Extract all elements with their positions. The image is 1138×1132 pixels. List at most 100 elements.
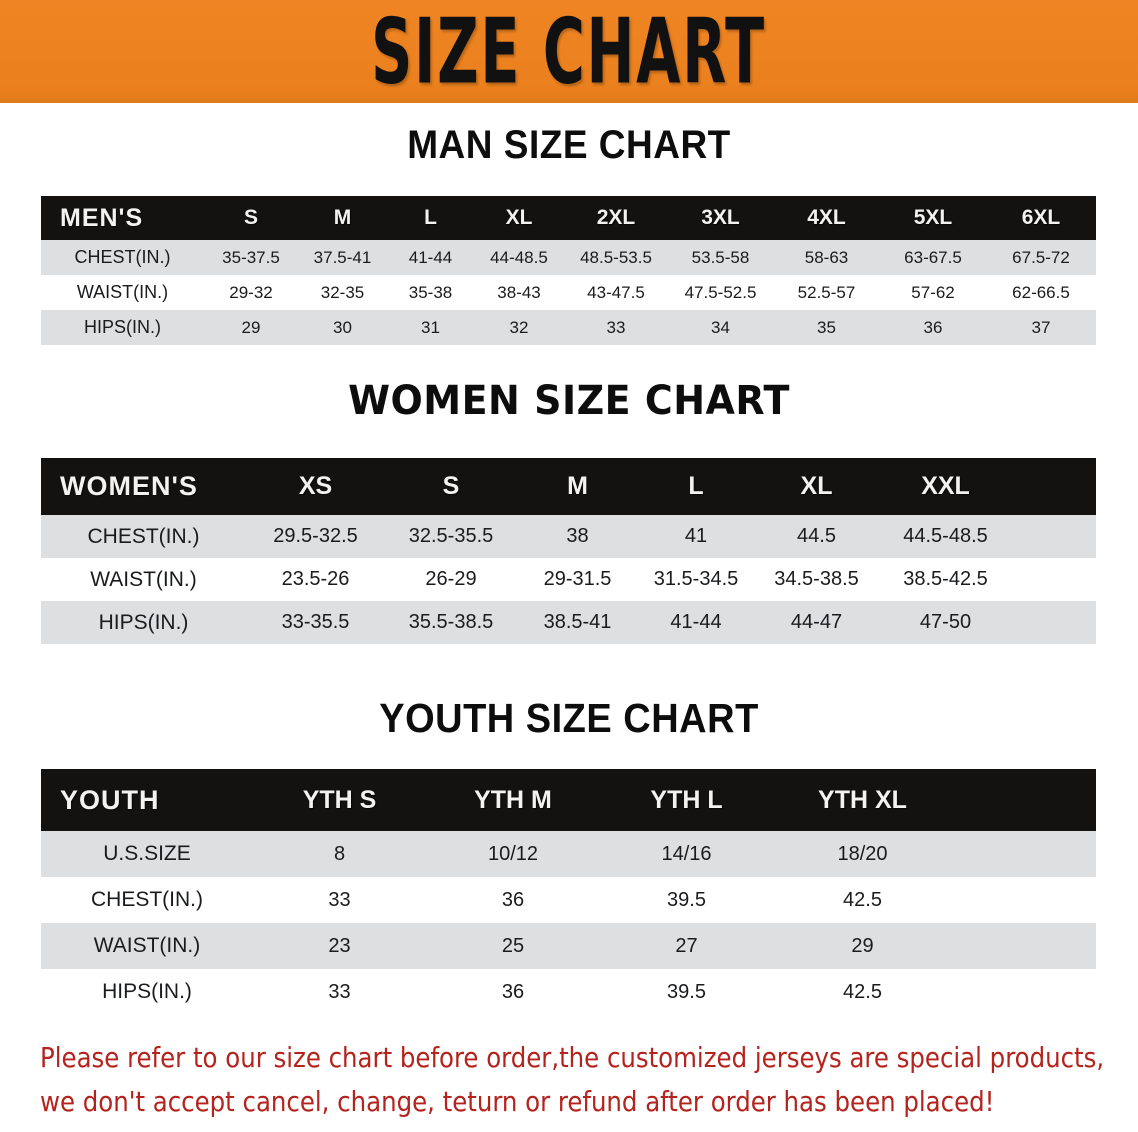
men-cell: 44-48.5: [490, 247, 548, 267]
women-column-header-spacer: [1012, 458, 1096, 515]
men-column-header: 2XL: [596, 206, 636, 229]
men-cell: 31: [421, 317, 440, 337]
men-column-header: 4XL: [807, 206, 846, 229]
table-row: WAIST(IN.) 23.5-26 26-29 29-31.5 31.5-34.5 34…: [41, 558, 1096, 601]
men-size-table: MEN'S S M L XL 2XL 3XL 4XL 5XL 6XL CHEST(IN.) 35-3…: [41, 196, 1096, 345]
men-row-label: HIPS(IN.): [83, 317, 161, 337]
women-size-table: WOMEN'S XS S M L XL XXL CHEST(IN.) 29.5-32.5 32.…: [41, 458, 1096, 644]
youth-cell: 42.5: [843, 888, 882, 911]
men-cell: 52.5-57: [797, 282, 856, 302]
women-cell: 41-44: [670, 611, 722, 633]
women-row-label: HIPS(IN.): [98, 610, 189, 634]
youth-row-label: CHEST(IN.): [91, 888, 203, 911]
men-cell: 35-38: [408, 282, 453, 302]
men-column-header: 3XL: [701, 206, 740, 229]
men-cell: 32-35: [320, 282, 365, 302]
youth-cell-spacer: [952, 831, 1096, 877]
disclaimer-line-2: we don't accept cancel, change, teturn o…: [40, 1085, 995, 1118]
men-cell: 62-66.5: [1012, 282, 1070, 302]
women-cell: 41: [684, 525, 708, 547]
men-corner-label: MEN'S: [60, 203, 144, 232]
youth-cell: 29: [851, 934, 874, 957]
women-row-label: WAIST(IN.): [90, 567, 197, 591]
women-cell: 33-35.5: [281, 611, 350, 633]
women-column-header: S: [442, 472, 460, 500]
youth-column-header: YTH S: [302, 785, 377, 814]
men-cell: 43-47.5: [587, 282, 645, 302]
men-cell: 35-37.5: [222, 247, 280, 267]
table-row: WAIST(IN.) 29-32 32-35 35-38 38-43 43-47.5 47.…: [41, 275, 1096, 310]
men-cell: 32: [509, 317, 529, 337]
men-cell: 38-43: [497, 282, 541, 302]
men-cell: 37.5-41: [313, 247, 372, 267]
women-table-body: CHEST(IN.) 29.5-32.5 32.5-35.5 38 41 44.5 44.5…: [41, 515, 1096, 644]
youth-table-body: U.S.SIZE 8 10/12 14/16 18/20 CHEST(IN.) 33 36 39…: [41, 831, 1096, 1015]
women-cell: 31.5-34.5: [653, 568, 739, 590]
women-cell-spacer: [1012, 558, 1096, 601]
women-cell: 23.5-26: [281, 568, 350, 590]
youth-column-header: YTH M: [474, 785, 552, 814]
table-row: HIPS(IN.) 29 30 31 32 33 34 35 36 37: [41, 310, 1096, 345]
youth-row-label: U.S.SIZE: [103, 842, 191, 865]
youth-cell: 39.5: [667, 888, 706, 911]
banner-title: SIZE CHART: [371, 0, 767, 104]
women-column-header: XXL: [921, 472, 970, 500]
table-row: CHEST(IN.) 33 36 39.5 42.5: [41, 877, 1096, 923]
youth-cell: 8: [333, 842, 346, 865]
women-cell: 29.5-32.5: [273, 525, 358, 547]
youth-section-title: YOUTH SIZE CHART: [379, 696, 759, 742]
men-column-header: L: [424, 206, 437, 229]
youth-cell-spacer: [952, 969, 1096, 1015]
women-column-header: M: [567, 472, 588, 500]
women-cell: 44.5: [797, 525, 836, 547]
youth-cell: 36: [501, 980, 525, 1003]
table-row: HIPS(IN.) 33-35.5 35.5-38.5 38.5-41 41-44 44-…: [41, 601, 1096, 644]
women-cell: 32.5-35.5: [408, 525, 494, 547]
women-cell: 38.5-42.5: [903, 568, 988, 590]
women-column-header: XS: [298, 472, 333, 500]
men-cell: 58-63: [804, 247, 849, 267]
table-row: CHEST(IN.) 29.5-32.5 32.5-35.5 38 41 44.5 44.5…: [41, 515, 1096, 558]
women-cell: 47-50: [919, 611, 972, 633]
table-row: CHEST(IN.) 35-37.5 37.5-41 41-44 44-48.5 48.5…: [41, 240, 1096, 275]
women-cell: 34.5-38.5: [774, 568, 859, 590]
youth-column-header: YTH XL: [818, 785, 907, 814]
men-cell: 63-67.5: [904, 247, 962, 267]
men-column-header: XL: [505, 206, 533, 229]
women-section-title: WOMEN SIZE CHART: [348, 376, 790, 424]
youth-row-label: WAIST(IN.): [93, 934, 201, 957]
youth-cell: 25: [501, 934, 525, 957]
women-row-label: CHEST(IN.): [87, 524, 200, 548]
youth-cell: 23: [328, 934, 351, 957]
women-cell: 44-47: [790, 611, 843, 633]
women-cell: 44.5-48.5: [903, 525, 988, 547]
men-cell: 30: [333, 317, 352, 337]
youth-cell: 36: [501, 888, 525, 911]
men-cell: 33: [606, 317, 626, 337]
men-row-label: CHEST(IN.): [74, 247, 171, 267]
women-cell: 35.5-38.5: [408, 611, 494, 633]
women-cell: 38: [566, 525, 589, 547]
men-cell: 57-62: [911, 282, 955, 302]
men-column-header: M: [333, 206, 352, 229]
youth-cell: 39.5: [667, 980, 706, 1003]
women-cell-spacer: [1012, 515, 1096, 558]
women-column-header: L: [688, 472, 704, 500]
men-cell: 67.5-72: [1012, 247, 1070, 267]
table-row: U.S.SIZE 8 10/12 14/16 18/20: [41, 831, 1096, 877]
women-corner-label: WOMEN'S: [60, 471, 198, 501]
women-cell-spacer: [1012, 601, 1096, 644]
men-column-header: S: [243, 206, 258, 229]
table-header-row: YOUTH YTH S YTH M YTH L YTH XL: [41, 769, 1096, 831]
youth-cell-spacer: [952, 877, 1096, 923]
table-header-row: WOMEN'S XS S M L XL XXL: [41, 458, 1096, 515]
men-cell: 34: [711, 317, 730, 337]
women-cell: 38.5-41: [543, 611, 612, 633]
men-cell: 41-44: [408, 247, 453, 267]
women-cell: 26-29: [425, 568, 477, 590]
men-cell: 36: [923, 317, 943, 337]
page-banner: SIZE CHART: [0, 0, 1138, 103]
youth-cell: 33: [328, 888, 351, 911]
disclaimer-line-1: Please refer to our size chart before or…: [40, 1041, 1105, 1074]
